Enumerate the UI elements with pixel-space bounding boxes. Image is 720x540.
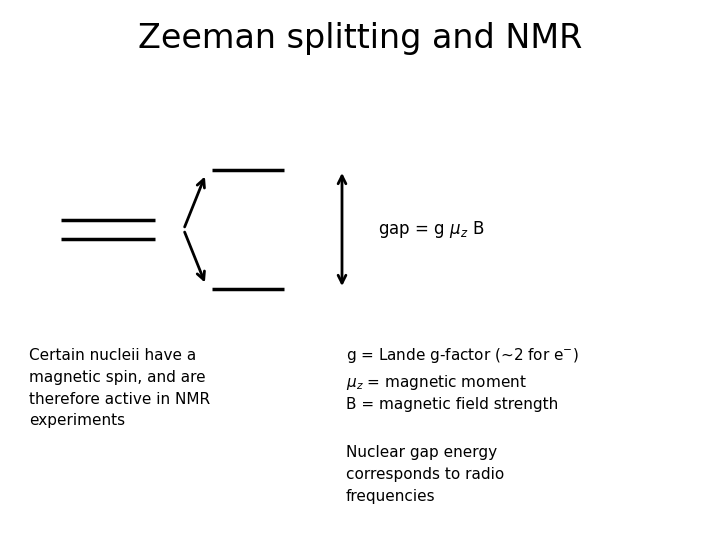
Text: Zeeman splitting and NMR: Zeeman splitting and NMR bbox=[138, 22, 582, 55]
Text: gap = g $\mu$$_z$ B: gap = g $\mu$$_z$ B bbox=[378, 219, 485, 240]
Text: B = magnetic field strength: B = magnetic field strength bbox=[346, 397, 558, 412]
Text: $\mu$$_z$ = magnetic moment: $\mu$$_z$ = magnetic moment bbox=[346, 373, 526, 392]
Text: g = Lande g-factor (~2 for e$^{-}$): g = Lande g-factor (~2 for e$^{-}$) bbox=[346, 346, 578, 365]
Text: Nuclear gap energy
corresponds to radio
frequencies: Nuclear gap energy corresponds to radio … bbox=[346, 446, 504, 504]
Text: Certain nucleii have a
magnetic spin, and are
therefore active in NMR
experiment: Certain nucleii have a magnetic spin, an… bbox=[29, 348, 210, 428]
